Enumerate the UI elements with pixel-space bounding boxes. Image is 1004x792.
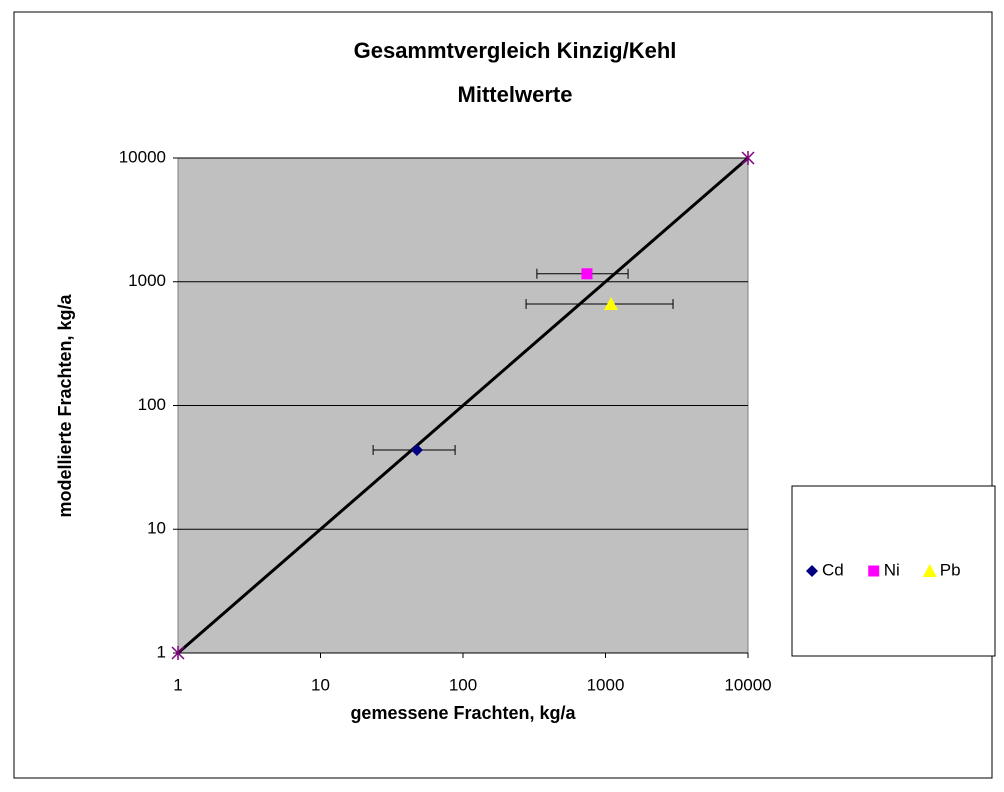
x-tick-label: 100 (449, 675, 477, 694)
x-tick-label: 10000 (724, 675, 771, 694)
data-point (581, 268, 593, 280)
chart-title: Gesammtvergleich Kinzig/Kehl (354, 38, 677, 63)
legend-label: Ni (884, 560, 900, 579)
y-tick-label: 10 (147, 519, 166, 538)
x-tick-label: 1 (173, 675, 182, 694)
x-tick-label: 1000 (587, 675, 625, 694)
y-tick-label: 1000 (128, 271, 166, 290)
x-axis-label: gemessene Frachten, kg/a (350, 703, 576, 723)
reference-line (177, 156, 749, 655)
data-point (604, 297, 619, 311)
legend-label: Pb (940, 560, 961, 579)
y-axis-label: modellierte Frachten, kg/a (55, 293, 75, 517)
data-point (410, 443, 423, 456)
chart-subtitle: Mittelwerte (458, 82, 573, 107)
x-tick-label: 10 (311, 675, 330, 694)
y-tick-label: 100 (138, 395, 166, 414)
legend-marker (922, 564, 937, 577)
legend-marker (868, 565, 880, 577)
data-point (171, 646, 185, 660)
legend-label: Cd (822, 560, 844, 579)
legend-box (791, 485, 996, 657)
y-tick-label: 10000 (119, 147, 166, 166)
error-bar (525, 299, 674, 309)
y-tick-label: 1 (157, 642, 166, 661)
legend-marker (806, 565, 818, 577)
data-point (741, 151, 755, 165)
